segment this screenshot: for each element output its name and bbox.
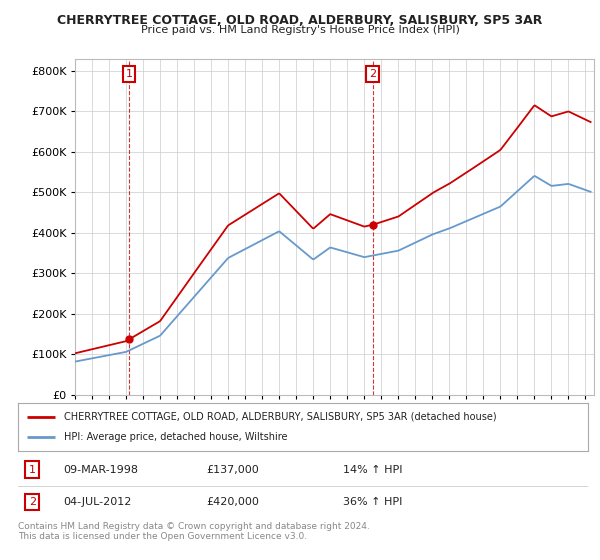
Text: £137,000: £137,000 xyxy=(206,465,259,475)
Text: CHERRYTREE COTTAGE, OLD ROAD, ALDERBURY, SALISBURY, SP5 3AR (detached house): CHERRYTREE COTTAGE, OLD ROAD, ALDERBURY,… xyxy=(64,412,496,422)
Text: 14% ↑ HPI: 14% ↑ HPI xyxy=(343,465,403,475)
Text: £420,000: £420,000 xyxy=(206,497,259,507)
Text: 1: 1 xyxy=(29,465,36,475)
Text: 04-JUL-2012: 04-JUL-2012 xyxy=(64,497,132,507)
Text: Price paid vs. HM Land Registry's House Price Index (HPI): Price paid vs. HM Land Registry's House … xyxy=(140,25,460,35)
Text: Contains HM Land Registry data © Crown copyright and database right 2024.
This d: Contains HM Land Registry data © Crown c… xyxy=(18,522,370,542)
Text: 1: 1 xyxy=(125,69,133,79)
Text: HPI: Average price, detached house, Wiltshire: HPI: Average price, detached house, Wilt… xyxy=(64,432,287,442)
Text: CHERRYTREE COTTAGE, OLD ROAD, ALDERBURY, SALISBURY, SP5 3AR: CHERRYTREE COTTAGE, OLD ROAD, ALDERBURY,… xyxy=(58,14,542,27)
Text: 2: 2 xyxy=(369,69,376,79)
Text: 36% ↑ HPI: 36% ↑ HPI xyxy=(343,497,402,507)
Text: 09-MAR-1998: 09-MAR-1998 xyxy=(64,465,139,475)
Text: 2: 2 xyxy=(29,497,36,507)
